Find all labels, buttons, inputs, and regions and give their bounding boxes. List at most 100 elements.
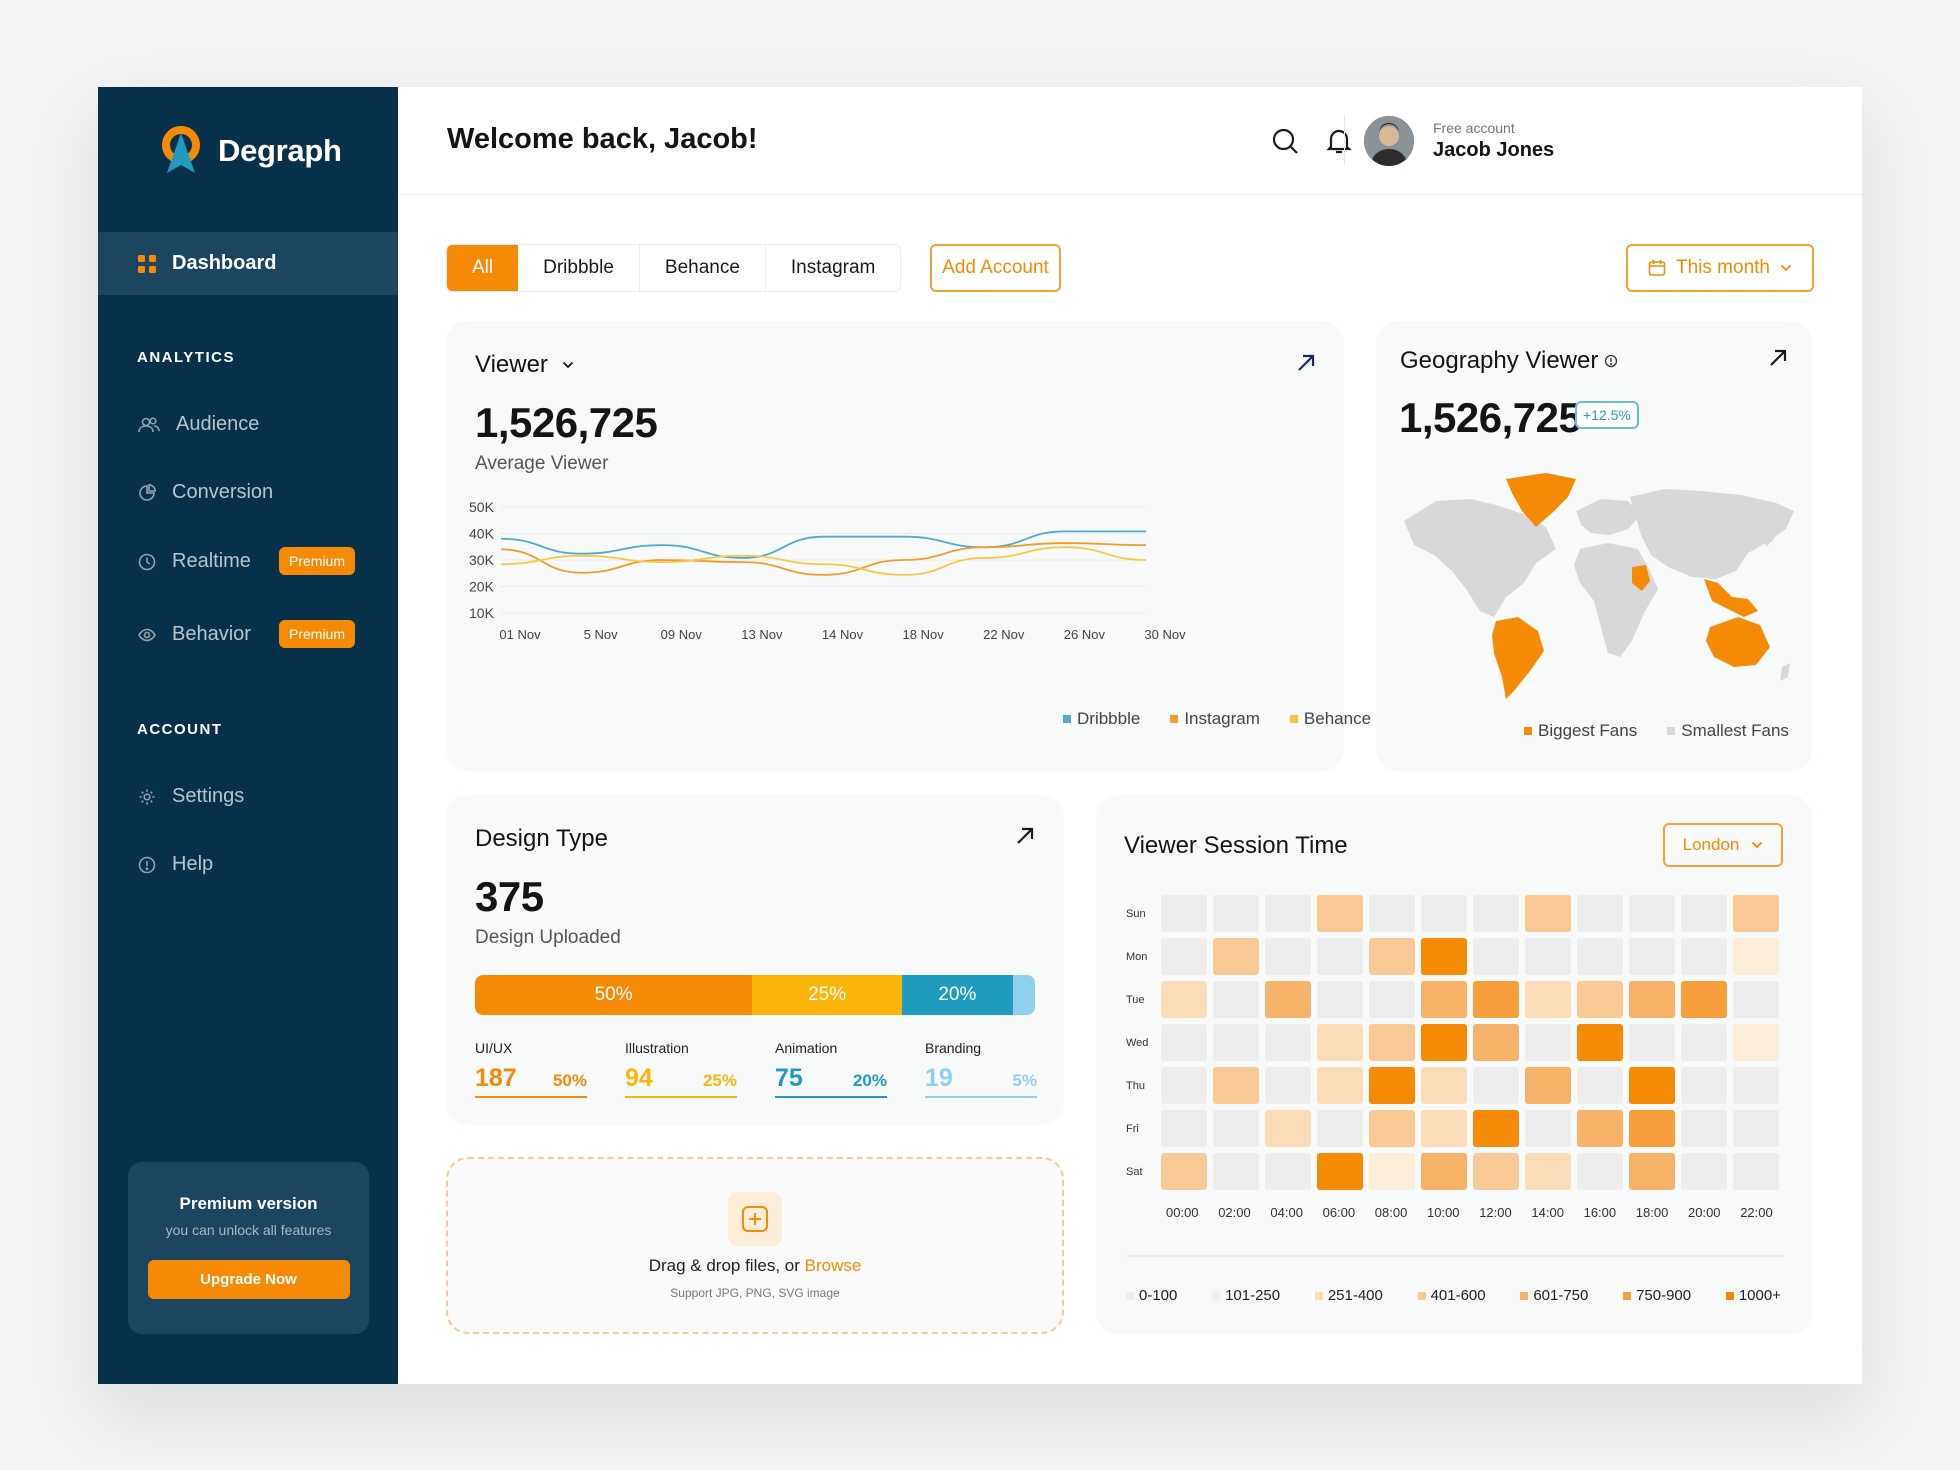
heatmap-cell[interactable] bbox=[1733, 938, 1779, 975]
bell-icon[interactable] bbox=[1326, 127, 1352, 155]
sidebar-item-realtime[interactable]: Realtime bbox=[138, 550, 251, 573]
heatmap-cell[interactable] bbox=[1161, 938, 1207, 975]
heatmap-cell[interactable] bbox=[1369, 938, 1415, 975]
heatmap-cell[interactable] bbox=[1161, 895, 1207, 932]
heatmap-cell[interactable] bbox=[1473, 938, 1519, 975]
heatmap-cell[interactable] bbox=[1525, 981, 1571, 1018]
heatmap-cell[interactable] bbox=[1473, 1024, 1519, 1061]
heatmap-cell[interactable] bbox=[1213, 938, 1259, 975]
heatmap-cell[interactable] bbox=[1161, 1067, 1207, 1104]
heatmap-cell[interactable] bbox=[1265, 895, 1311, 932]
heatmap-cell[interactable] bbox=[1525, 1110, 1571, 1147]
browse-link[interactable]: Browse bbox=[804, 1256, 862, 1275]
heatmap-cell[interactable] bbox=[1213, 1153, 1259, 1190]
heatmap-cell[interactable] bbox=[1161, 1024, 1207, 1061]
heatmap-cell[interactable] bbox=[1265, 1153, 1311, 1190]
heatmap-cell[interactable] bbox=[1681, 1110, 1727, 1147]
info-icon[interactable] bbox=[1604, 354, 1618, 368]
heatmap-cell[interactable] bbox=[1525, 938, 1571, 975]
heatmap-cell[interactable] bbox=[1161, 1153, 1207, 1190]
heatmap-cell[interactable] bbox=[1473, 895, 1519, 932]
heatmap-cell[interactable] bbox=[1317, 1067, 1363, 1104]
heatmap-cell[interactable] bbox=[1317, 981, 1363, 1018]
heatmap-cell[interactable] bbox=[1213, 981, 1259, 1018]
heatmap-cell[interactable] bbox=[1733, 1067, 1779, 1104]
heatmap-cell[interactable] bbox=[1629, 981, 1675, 1018]
sidebar-item-settings[interactable]: Settings bbox=[138, 785, 244, 808]
heatmap-cell[interactable] bbox=[1265, 1067, 1311, 1104]
heatmap-cell[interactable] bbox=[1525, 895, 1571, 932]
expand-arrow-icon[interactable] bbox=[1297, 354, 1315, 372]
heatmap-cell[interactable] bbox=[1317, 895, 1363, 932]
heatmap-cell[interactable] bbox=[1473, 1067, 1519, 1104]
upgrade-now-button[interactable]: Upgrade Now bbox=[147, 1260, 350, 1299]
sidebar-item-behavior[interactable]: Behavior bbox=[138, 623, 251, 646]
heatmap-cell[interactable] bbox=[1369, 1110, 1415, 1147]
heatmap-cell[interactable] bbox=[1369, 1024, 1415, 1061]
heatmap-cell[interactable] bbox=[1681, 981, 1727, 1018]
heatmap-cell[interactable] bbox=[1213, 1110, 1259, 1147]
heatmap-cell[interactable] bbox=[1577, 1024, 1623, 1061]
heatmap-cell[interactable] bbox=[1265, 1110, 1311, 1147]
heatmap-cell[interactable] bbox=[1681, 895, 1727, 932]
heatmap-cell[interactable] bbox=[1317, 1153, 1363, 1190]
heatmap-cell[interactable] bbox=[1161, 1110, 1207, 1147]
heatmap-cell[interactable] bbox=[1577, 895, 1623, 932]
heatmap-cell[interactable] bbox=[1369, 1153, 1415, 1190]
user-name[interactable]: Jacob Jones bbox=[1433, 139, 1555, 161]
heatmap-cell[interactable] bbox=[1525, 1067, 1571, 1104]
heatmap-cell[interactable] bbox=[1473, 981, 1519, 1018]
viewer-title-dropdown[interactable]: Viewer bbox=[475, 351, 574, 379]
heatmap-cell[interactable] bbox=[1421, 1110, 1467, 1147]
heatmap-cell[interactable] bbox=[1525, 1024, 1571, 1061]
add-account-button[interactable]: Add Account bbox=[930, 244, 1061, 292]
heatmap-cell[interactable] bbox=[1421, 981, 1467, 1018]
heatmap-cell[interactable] bbox=[1369, 1067, 1415, 1104]
heatmap-cell[interactable] bbox=[1421, 1024, 1467, 1061]
heatmap-cell[interactable] bbox=[1577, 981, 1623, 1018]
heatmap-cell[interactable] bbox=[1421, 895, 1467, 932]
heatmap-cell[interactable] bbox=[1317, 1024, 1363, 1061]
city-select[interactable]: London bbox=[1663, 823, 1783, 867]
brand[interactable]: Degraph bbox=[158, 125, 342, 177]
heatmap-cell[interactable] bbox=[1421, 1067, 1467, 1104]
heatmap-cell[interactable] bbox=[1629, 1024, 1675, 1061]
heatmap-cell[interactable] bbox=[1369, 981, 1415, 1018]
tab-dribbble[interactable]: Dribbble bbox=[518, 245, 640, 291]
sidebar-item-conversion[interactable]: Conversion bbox=[138, 481, 273, 504]
heatmap-cell[interactable] bbox=[1317, 1110, 1363, 1147]
heatmap-cell[interactable] bbox=[1369, 895, 1415, 932]
heatmap-cell[interactable] bbox=[1213, 1067, 1259, 1104]
heatmap-cell[interactable] bbox=[1317, 938, 1363, 975]
heatmap-cell[interactable] bbox=[1213, 1024, 1259, 1061]
sidebar-item-dashboard[interactable]: Dashboard bbox=[98, 232, 398, 295]
heatmap-cell[interactable] bbox=[1577, 1110, 1623, 1147]
heatmap-cell[interactable] bbox=[1681, 1153, 1727, 1190]
heatmap-cell[interactable] bbox=[1525, 1153, 1571, 1190]
heatmap-cell[interactable] bbox=[1733, 981, 1779, 1018]
heatmap-cell[interactable] bbox=[1733, 1024, 1779, 1061]
sidebar-item-help[interactable]: Help bbox=[138, 853, 213, 876]
tab-behance[interactable]: Behance bbox=[640, 245, 766, 291]
heatmap-cell[interactable] bbox=[1629, 1153, 1675, 1190]
sidebar-item-audience[interactable]: Audience bbox=[138, 413, 259, 436]
heatmap-cell[interactable] bbox=[1733, 1153, 1779, 1190]
heatmap-cell[interactable] bbox=[1733, 895, 1779, 932]
heatmap-cell[interactable] bbox=[1265, 938, 1311, 975]
period-select[interactable]: This month bbox=[1626, 244, 1814, 292]
heatmap-cell[interactable] bbox=[1733, 1110, 1779, 1147]
heatmap-cell[interactable] bbox=[1577, 938, 1623, 975]
search-icon[interactable] bbox=[1271, 127, 1299, 155]
tab-all[interactable]: All bbox=[447, 245, 519, 291]
heatmap-cell[interactable] bbox=[1681, 1024, 1727, 1061]
avatar[interactable] bbox=[1364, 116, 1414, 166]
heatmap-cell[interactable] bbox=[1265, 1024, 1311, 1061]
expand-arrow-icon[interactable] bbox=[1016, 827, 1034, 845]
file-dropzone[interactable]: Drag & drop files, or Browse Support JPG… bbox=[446, 1157, 1064, 1334]
heatmap-cell[interactable] bbox=[1629, 1110, 1675, 1147]
heatmap-cell[interactable] bbox=[1681, 938, 1727, 975]
heatmap-cell[interactable] bbox=[1421, 1153, 1467, 1190]
heatmap-cell[interactable] bbox=[1161, 981, 1207, 1018]
add-file-icon[interactable] bbox=[728, 1192, 782, 1246]
heatmap-cell[interactable] bbox=[1681, 1067, 1727, 1104]
